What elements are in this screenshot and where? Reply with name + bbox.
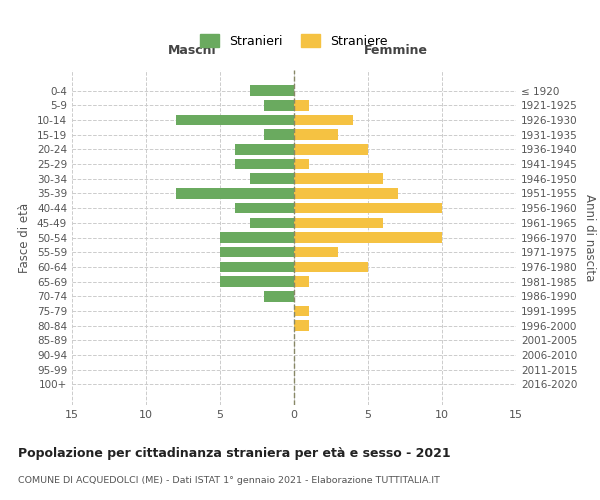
Text: Maschi: Maschi	[167, 44, 216, 57]
Legend: Stranieri, Straniere: Stranieri, Straniere	[196, 30, 392, 53]
Bar	[176, 188, 294, 198]
Bar	[294, 174, 383, 184]
Text: Femmine: Femmine	[364, 44, 428, 57]
Bar	[176, 114, 294, 125]
Bar	[294, 114, 353, 125]
Bar	[294, 247, 338, 258]
Y-axis label: Anni di nascita: Anni di nascita	[583, 194, 596, 281]
Bar	[235, 203, 294, 213]
Bar	[250, 218, 294, 228]
Bar	[220, 247, 294, 258]
Bar	[294, 158, 309, 170]
Bar	[235, 158, 294, 170]
Y-axis label: Fasce di età: Fasce di età	[19, 202, 31, 272]
Bar	[294, 100, 309, 110]
Bar	[220, 232, 294, 243]
Bar	[294, 188, 398, 198]
Bar	[250, 174, 294, 184]
Text: Popolazione per cittadinanza straniera per età e sesso - 2021: Popolazione per cittadinanza straniera p…	[18, 448, 451, 460]
Bar	[294, 218, 383, 228]
Bar	[265, 100, 294, 110]
Bar	[294, 144, 368, 154]
Bar	[294, 203, 442, 213]
Bar	[294, 232, 442, 243]
Bar	[294, 262, 368, 272]
Bar	[294, 320, 309, 331]
Bar	[235, 144, 294, 154]
Bar	[294, 276, 309, 287]
Bar	[294, 306, 309, 316]
Bar	[265, 130, 294, 140]
Bar	[220, 276, 294, 287]
Bar	[265, 291, 294, 302]
Bar	[294, 130, 338, 140]
Bar	[220, 262, 294, 272]
Text: COMUNE DI ACQUEDOLCI (ME) - Dati ISTAT 1° gennaio 2021 - Elaborazione TUTTITALIA: COMUNE DI ACQUEDOLCI (ME) - Dati ISTAT 1…	[18, 476, 440, 485]
Bar	[250, 85, 294, 96]
